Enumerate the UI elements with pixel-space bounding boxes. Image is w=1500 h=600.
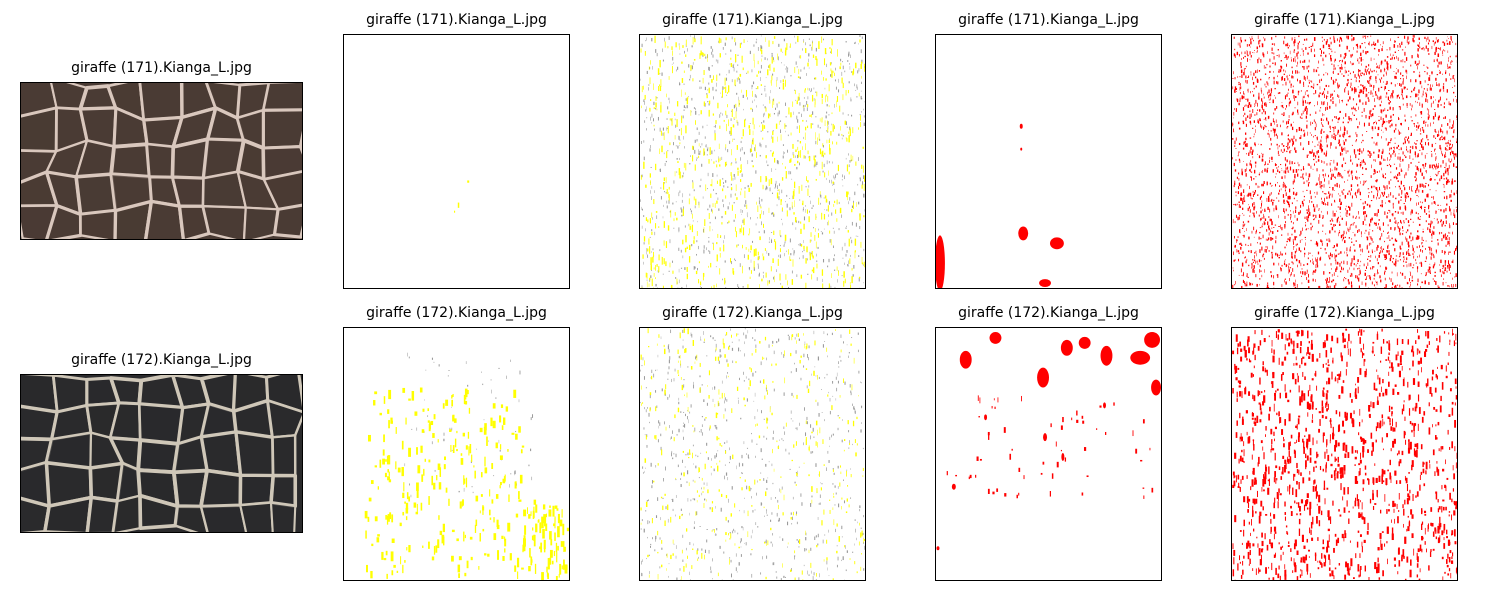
- panel-title-r2-c5: giraffe (172).Kianga_L.jpg: [1254, 305, 1435, 321]
- mask-panel-r2-c4: [935, 327, 1162, 581]
- giraffe-pattern-image: [21, 83, 302, 239]
- mask-panel-r2-c5: [1231, 327, 1458, 581]
- red-mask-image: [936, 331, 1161, 551]
- mask-panel-r2-c2: [343, 327, 570, 581]
- yellow-mask-image: [454, 180, 470, 213]
- mask-panel-r1-c2: [343, 34, 570, 289]
- panel-title-r2-c3: giraffe (172).Kianga_L.jpg: [662, 305, 843, 321]
- yellow-mask-image: [364, 352, 569, 580]
- panel-title-r2-c2: giraffe (172).Kianga_L.jpg: [366, 305, 547, 321]
- panel-title-r1-c2: giraffe (171).Kianga_L.jpg: [366, 12, 547, 28]
- mask-panel-r1-c4: [935, 34, 1162, 289]
- photo-title-row2: giraffe (172).Kianga_L.jpg: [71, 352, 252, 368]
- red-mask-image: [936, 123, 1064, 288]
- giraffe-pattern-image: [21, 375, 302, 532]
- panel-title-r2-c4: giraffe (172).Kianga_L.jpg: [958, 305, 1139, 321]
- panel-title-r1-c5: giraffe (171).Kianga_L.jpg: [1254, 12, 1435, 28]
- mask-panel-r1-c5: [1231, 34, 1458, 289]
- panel-title-r1-c4: giraffe (171).Kianga_L.jpg: [958, 12, 1139, 28]
- mask-panel-r1-c3: [639, 34, 866, 289]
- giraffe-photo-172: [20, 374, 303, 533]
- yellow-mask-image: [640, 328, 865, 580]
- red-mask-image: [1232, 35, 1457, 288]
- photo-title-row1: giraffe (171).Kianga_L.jpg: [71, 60, 252, 76]
- yellow-mask-image: [640, 35, 865, 288]
- mask-panel-r2-c3: [639, 327, 866, 581]
- red-mask-image: [1232, 328, 1457, 580]
- panel-title-r1-c3: giraffe (171).Kianga_L.jpg: [662, 12, 843, 28]
- giraffe-photo-171: [20, 82, 303, 240]
